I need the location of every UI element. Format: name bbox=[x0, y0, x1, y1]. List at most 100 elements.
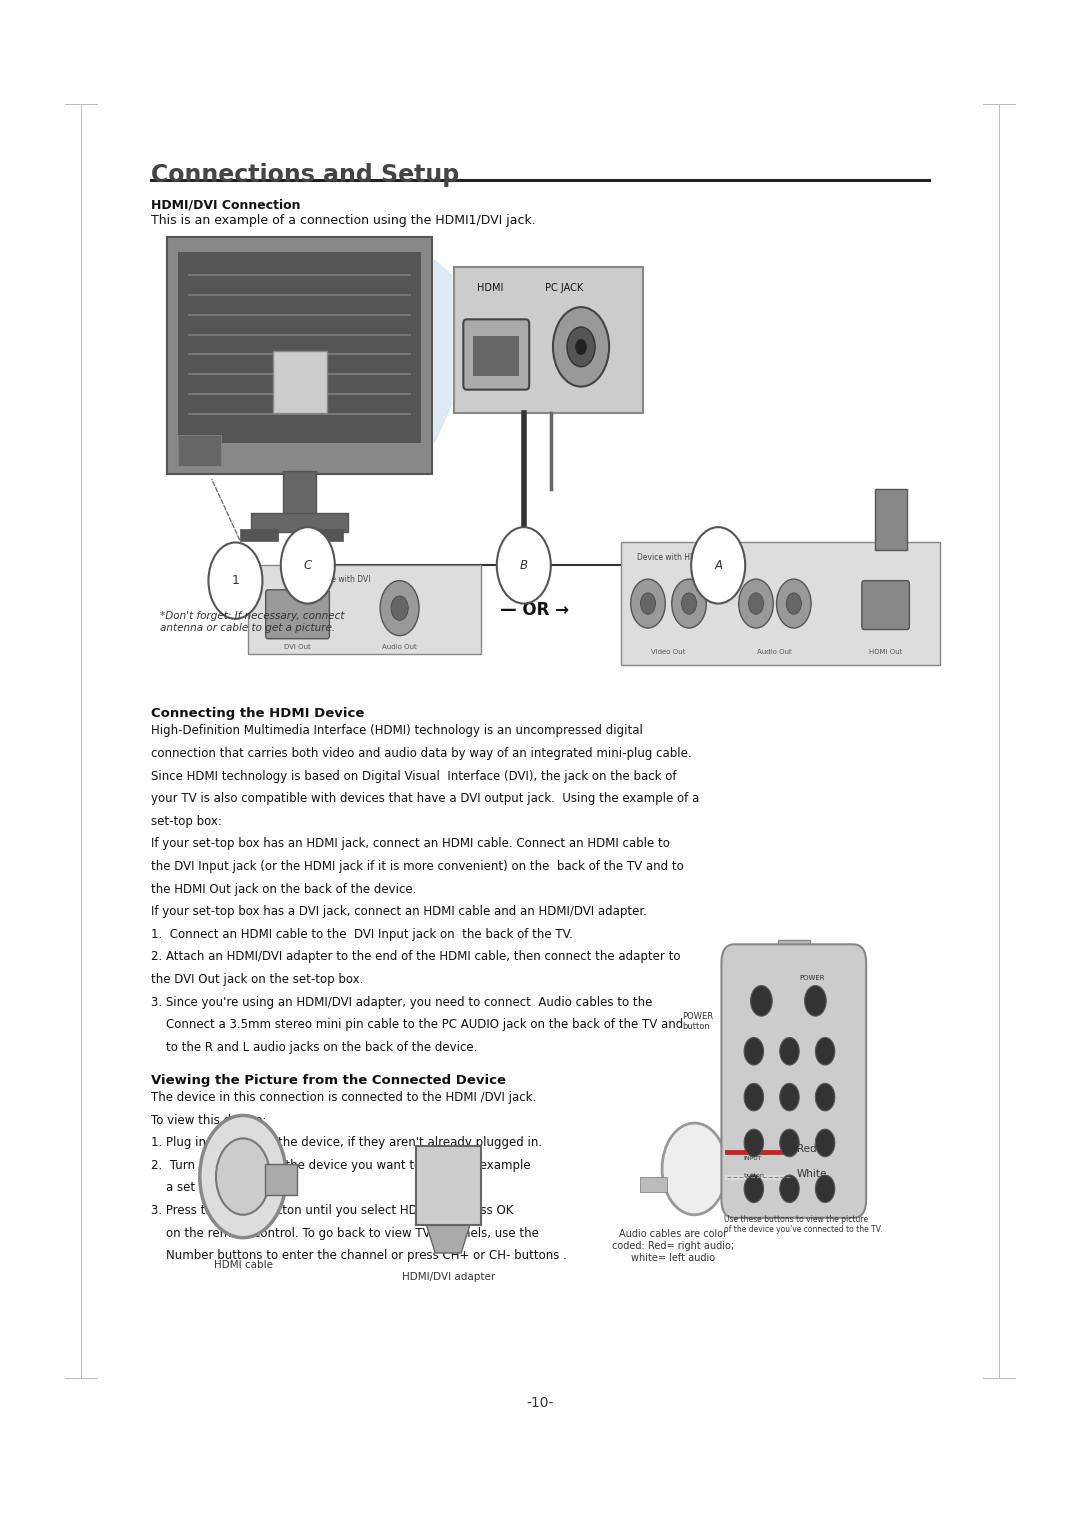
Text: the DVI Input jack (or the HDMI jack if it is more convenient) on the  back of t: the DVI Input jack (or the HDMI jack if … bbox=[151, 860, 684, 872]
Circle shape bbox=[815, 1129, 835, 1157]
Circle shape bbox=[748, 593, 764, 614]
Circle shape bbox=[631, 579, 665, 628]
Text: 3. Press the INPUT button until you select HDMI and press OK: 3. Press the INPUT button until you sele… bbox=[151, 1204, 514, 1218]
Text: Red: Red bbox=[797, 1144, 816, 1154]
Bar bbox=[473, 336, 519, 376]
FancyBboxPatch shape bbox=[463, 319, 529, 390]
Circle shape bbox=[281, 527, 335, 604]
Text: PC JACK: PC JACK bbox=[545, 283, 583, 293]
Circle shape bbox=[681, 593, 697, 614]
Text: HDMI/DVI Connection: HDMI/DVI Connection bbox=[151, 199, 300, 212]
Text: A: A bbox=[714, 559, 723, 571]
Text: DVI Out: DVI Out bbox=[284, 645, 310, 651]
Text: If your set-top box has an HDMI jack, connect an HDMI cable. Connect an HDMI cab: If your set-top box has an HDMI jack, co… bbox=[151, 837, 670, 851]
Circle shape bbox=[576, 339, 586, 354]
Bar bbox=[454, 267, 643, 413]
Bar bbox=[875, 489, 907, 550]
Bar bbox=[283, 471, 315, 516]
Bar bbox=[178, 252, 421, 443]
Text: C: C bbox=[303, 559, 312, 571]
Text: your TV is also compatible with devices that have a DVI output jack.  Using the : your TV is also compatible with devices … bbox=[151, 792, 700, 805]
Text: Device with HDMI: Device with HDMI bbox=[637, 553, 705, 562]
Circle shape bbox=[497, 527, 551, 604]
Circle shape bbox=[780, 1175, 799, 1203]
Bar bbox=[272, 351, 326, 413]
Circle shape bbox=[739, 579, 773, 628]
Circle shape bbox=[780, 1129, 799, 1157]
Text: Number buttons to enter the channel or press CH+ or CH- buttons .: Number buttons to enter the channel or p… bbox=[151, 1250, 567, 1262]
Text: set-top box:: set-top box: bbox=[151, 814, 222, 828]
Text: POWER: POWER bbox=[799, 975, 825, 981]
Circle shape bbox=[672, 579, 706, 628]
Circle shape bbox=[691, 527, 745, 604]
Circle shape bbox=[744, 1129, 764, 1157]
Text: If your set-top box has a DVI jack, connect an HDMI cable and an HDMI/DVI adapte: If your set-top box has a DVI jack, conn… bbox=[151, 905, 647, 918]
Text: POWER
button: POWER button bbox=[683, 1012, 714, 1031]
Circle shape bbox=[208, 542, 262, 619]
Text: To view this device:: To view this device: bbox=[151, 1114, 267, 1126]
Text: Audio Out: Audio Out bbox=[757, 649, 792, 656]
Circle shape bbox=[200, 1115, 286, 1238]
Circle shape bbox=[744, 1175, 764, 1203]
Text: Connecting the HDMI Device: Connecting the HDMI Device bbox=[151, 707, 365, 721]
Polygon shape bbox=[434, 260, 451, 443]
Bar bbox=[248, 565, 481, 654]
Circle shape bbox=[380, 581, 419, 636]
Text: INPUT: INPUT bbox=[743, 1157, 761, 1161]
Circle shape bbox=[815, 1038, 835, 1065]
Text: HDMI Out: HDMI Out bbox=[869, 649, 902, 656]
Circle shape bbox=[815, 1175, 835, 1203]
Text: HDMI cable: HDMI cable bbox=[214, 1261, 272, 1270]
Text: 3. Since you're using an HDMI/DVI adapter, you need to connect  Audio cables to : 3. Since you're using an HDMI/DVI adapte… bbox=[151, 996, 652, 1008]
Text: a set top box.: a set top box. bbox=[151, 1181, 247, 1195]
Text: 2.  Turn on the TV and the device you want to view, for example: 2. Turn on the TV and the device you wan… bbox=[151, 1158, 531, 1172]
Text: HDMI: HDMI bbox=[477, 283, 503, 293]
Circle shape bbox=[216, 1138, 270, 1215]
Circle shape bbox=[777, 579, 811, 628]
Text: White: White bbox=[797, 1169, 827, 1178]
Text: Connections and Setup: Connections and Setup bbox=[151, 163, 459, 188]
Text: the HDMI Out jack on the back of the device.: the HDMI Out jack on the back of the dev… bbox=[151, 883, 417, 895]
Circle shape bbox=[786, 593, 801, 614]
Bar bbox=[621, 542, 940, 665]
Circle shape bbox=[391, 596, 408, 620]
FancyBboxPatch shape bbox=[862, 581, 909, 630]
Circle shape bbox=[780, 1083, 799, 1111]
Text: 1. Plug in the TV and the device, if they aren't already plugged in.: 1. Plug in the TV and the device, if the… bbox=[151, 1137, 542, 1149]
Text: HDMI/DVI adapter: HDMI/DVI adapter bbox=[402, 1273, 495, 1282]
Bar bbox=[178, 435, 221, 466]
Text: B: B bbox=[519, 559, 528, 571]
Text: 1: 1 bbox=[231, 575, 240, 587]
Circle shape bbox=[815, 1083, 835, 1111]
Polygon shape bbox=[427, 1225, 470, 1253]
Text: on the remote control. To go back to view TV channels, use the: on the remote control. To go back to vie… bbox=[151, 1227, 539, 1239]
Bar bbox=[265, 1164, 297, 1195]
Text: 1.  Connect an HDMI cable to the  DVI Input jack on  the back of the TV.: 1. Connect an HDMI cable to the DVI Inpu… bbox=[151, 927, 573, 941]
Text: Video Out: Video Out bbox=[651, 649, 686, 656]
Circle shape bbox=[553, 307, 609, 387]
Text: Device with DVI: Device with DVI bbox=[310, 575, 370, 584]
Bar bbox=[640, 1177, 667, 1192]
Text: the DVI Out jack on the set-top box.: the DVI Out jack on the set-top box. bbox=[151, 973, 364, 986]
Text: 2. Attach an HDMI/DVI adapter to the end of the HDMI cable, then connect the ada: 2. Attach an HDMI/DVI adapter to the end… bbox=[151, 950, 680, 964]
Text: Connect a 3.5mm stereo mini pin cable to the PC AUDIO jack on the back of the TV: Connect a 3.5mm stereo mini pin cable to… bbox=[151, 1018, 684, 1031]
Circle shape bbox=[744, 1083, 764, 1111]
Text: connection that carries both video and audio data by way of an integrated mini-p: connection that carries both video and a… bbox=[151, 747, 692, 759]
Text: button: button bbox=[743, 1174, 764, 1178]
Circle shape bbox=[662, 1123, 727, 1215]
Bar bbox=[305, 529, 343, 541]
Text: High-Definition Multimedia Interface (HDMI) technology is an uncompressed digita: High-Definition Multimedia Interface (HD… bbox=[151, 724, 643, 738]
Bar bbox=[240, 529, 278, 541]
Text: The device in this connection is connected to the HDMI /DVI jack.: The device in this connection is connect… bbox=[151, 1091, 537, 1105]
Text: Audio Out: Audio Out bbox=[382, 645, 417, 651]
Circle shape bbox=[780, 1038, 799, 1065]
Text: Audio cables are color
coded: Red= right audio;
white= left audio: Audio cables are color coded: Red= right… bbox=[611, 1230, 734, 1262]
Text: Use these buttons to view the picture
of the device you've connected to the TV.: Use these buttons to view the picture of… bbox=[724, 1215, 882, 1235]
Text: Viewing the Picture from the Connected Device: Viewing the Picture from the Connected D… bbox=[151, 1074, 507, 1088]
Bar bbox=[251, 513, 348, 532]
Text: to the R and L audio jacks on the back of the device.: to the R and L audio jacks on the back o… bbox=[151, 1041, 477, 1054]
Circle shape bbox=[805, 986, 826, 1016]
Circle shape bbox=[567, 327, 595, 367]
Text: *Don't forget: If necessary, connect
antenna or cable to get a picture.: *Don't forget: If necessary, connect ant… bbox=[160, 611, 345, 633]
Circle shape bbox=[744, 1038, 764, 1065]
